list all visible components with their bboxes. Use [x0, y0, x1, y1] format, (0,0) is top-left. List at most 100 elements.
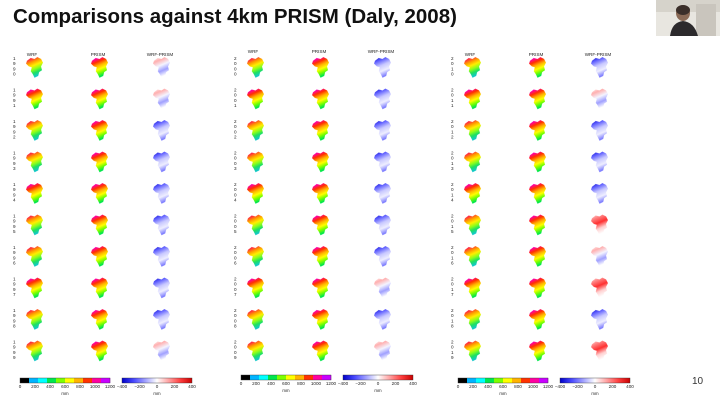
difference-map — [152, 245, 171, 267]
slide-number: 10 — [692, 376, 704, 387]
colorbar-segment — [259, 375, 269, 380]
figure-panel-3: WRF PRISM WRF-PRISM 2 0 1 0 2 0 1 1 2 0 1 2 2 0 1 3 2 0 1 4 2 0 1… — [451, 52, 611, 362]
difference-map — [590, 340, 609, 362]
wrf-map — [246, 340, 265, 362]
wrf-map — [463, 340, 482, 362]
colorbar-tick: 1200 — [105, 384, 116, 389]
colorbar-tick: 0 — [594, 384, 597, 389]
difference-map — [373, 214, 392, 236]
difference-colorbar: −400 −200 0 200 400 mm — [117, 377, 196, 396]
difference-map — [152, 308, 171, 330]
prism-map — [311, 340, 330, 362]
wrf-map — [463, 119, 482, 141]
wrf-map — [25, 56, 44, 78]
colorbar-segment — [83, 378, 93, 383]
presenter-webcam-image — [656, 0, 720, 36]
colorbar-tick: 800 — [76, 384, 84, 389]
wrf-map — [25, 308, 44, 330]
prism-map — [528, 340, 547, 362]
difference-map — [590, 245, 609, 267]
difference-map — [590, 182, 609, 204]
precip-colorbar: 0 200 400 600 800 1000 1200 mm — [240, 374, 337, 393]
difference-map — [373, 308, 392, 330]
wrf-map — [25, 277, 44, 299]
column-header: WRF — [465, 52, 476, 57]
difference-map — [152, 214, 171, 236]
difference-map — [152, 56, 171, 78]
colorbar-segment — [512, 378, 522, 383]
colorbar-segment — [74, 378, 84, 383]
difference-map — [590, 88, 609, 110]
prism-map — [528, 214, 547, 236]
colorbar-tick: −200 — [572, 384, 583, 389]
prism-map — [90, 277, 109, 299]
colorbar-segment — [476, 378, 486, 383]
colorbar-tick: −400 — [555, 384, 566, 389]
colorbar-tick: 1200 — [543, 384, 554, 389]
difference-map — [152, 119, 171, 141]
column-header: WRF-PRISM — [147, 52, 174, 57]
difference-map — [590, 308, 609, 330]
column-header: PRISM — [91, 52, 106, 57]
colorbar-segment — [56, 378, 66, 383]
colorbar-segment — [322, 375, 332, 380]
wrf-map — [246, 88, 265, 110]
colorbar-gradient — [559, 377, 631, 384]
figure-panel-1: WRF PRISM WRF-PRISM 1 9 9 0 1 9 9 1 1 9 9 2 1 9 9 3 1 9 9 4 1 9 9… — [13, 52, 174, 362]
prism-map — [90, 56, 109, 78]
colorbar-tick: 600 — [499, 384, 507, 389]
colorbar-segment — [277, 375, 287, 380]
colorbar-tick: 200 — [31, 384, 39, 389]
colorbar-segment — [467, 378, 477, 383]
slide-title: Comparisons against 4km PRISM (Daly, 200… — [13, 5, 457, 28]
wrf-map — [25, 182, 44, 204]
difference-map — [373, 340, 392, 362]
colorbar-segment — [503, 378, 513, 383]
difference-map — [590, 151, 609, 173]
difference-map — [373, 245, 392, 267]
prism-map — [528, 308, 547, 330]
colorbar-gradient — [342, 374, 414, 381]
column-header: PRISM — [312, 49, 327, 54]
precip-colorbar: 0 200 400 600 800 1000 1200 mm — [19, 377, 116, 396]
figure-panel-2: WRF PRISM WRF-PRISM 2 0 0 0 2 0 0 1 2 0 0 2 2 0 0 3 2 0 0 4 2 0 0… — [234, 49, 394, 362]
difference-map — [152, 182, 171, 204]
colorbar-unit: mm — [282, 388, 290, 393]
colorbar-segment — [286, 375, 296, 380]
colorbar-segment — [313, 375, 323, 380]
prism-map — [90, 119, 109, 141]
colorbar-tick: 0 — [240, 381, 243, 386]
colorbar-segment — [539, 378, 549, 383]
colorbar-tick: 800 — [514, 384, 522, 389]
prism-map — [311, 245, 330, 267]
wrf-map — [246, 308, 265, 330]
wrf-map — [463, 56, 482, 78]
colorbar-tick: 0 — [377, 381, 380, 386]
prism-map — [528, 88, 547, 110]
prism-map — [90, 214, 109, 236]
prism-map — [528, 245, 547, 267]
column-header: WRF — [27, 52, 38, 57]
colorbar-tick: 1000 — [311, 381, 322, 386]
prism-map — [311, 308, 330, 330]
wrf-map — [463, 308, 482, 330]
prism-map — [90, 88, 109, 110]
